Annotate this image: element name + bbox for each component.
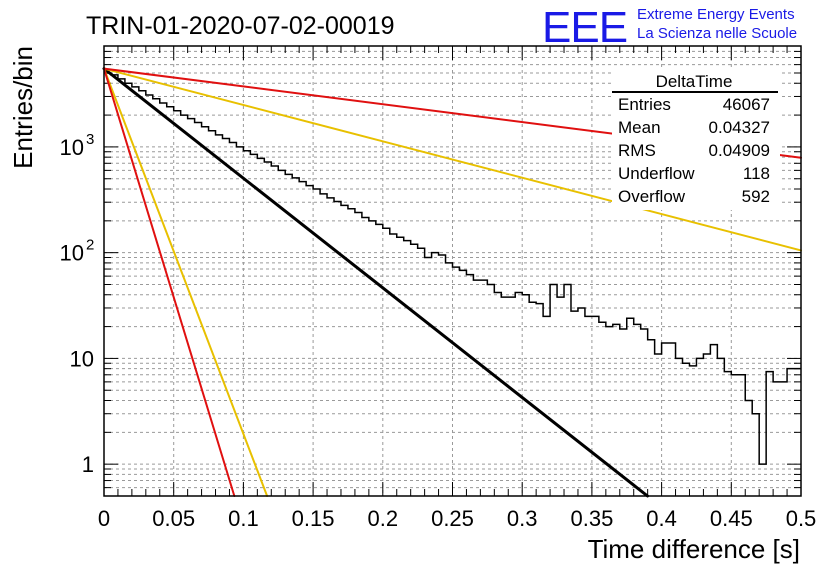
stats-value-underflow: 118 (743, 164, 770, 183)
eee-logo-mark: EEE (542, 3, 627, 52)
fit-line-1 (103, 67, 269, 497)
x-tick-label: 0.3 (507, 506, 538, 531)
x-tick-label: 0.5 (786, 506, 817, 531)
stats-label-underflow: Underflow (618, 164, 695, 183)
fit-line-2 (103, 67, 802, 252)
y-tick-label: 10 (60, 135, 84, 160)
y-axis-title: Entries/bin (8, 46, 38, 169)
y-tick-exponent: 3 (86, 131, 94, 148)
y-tick-label: 10 (70, 346, 94, 371)
plot-frame (103, 45, 802, 497)
fit-line-0 (102, 67, 650, 498)
x-tick-label: 0.45 (710, 506, 753, 531)
y-tick-label: 10 (60, 241, 84, 266)
eee-logo-line2: La Scienza nelle Scuole (637, 25, 797, 42)
y-tick-exponent: 2 (86, 237, 94, 254)
stats-title: DeltaTime (656, 72, 733, 91)
x-tick-label: 0 (98, 506, 110, 531)
stats-label-rms: RMS (618, 141, 656, 160)
x-tick-label: 0.1 (228, 506, 259, 531)
stats-value-overflow: 592 (742, 187, 770, 206)
x-tick-label: 0.25 (431, 506, 474, 531)
x-tick-label: 0.05 (152, 506, 195, 531)
stats-value-entries: 46067 (723, 95, 770, 114)
fit-line-3 (103, 67, 236, 497)
eee-logo-line1: Extreme Energy Events (637, 6, 795, 23)
chart-title: TRIN-01-2020-07-02-00019 (86, 12, 395, 40)
grid (104, 45, 801, 497)
axis-ticks (103, 45, 802, 497)
x-tick-label: 0.4 (646, 506, 677, 531)
x-tick-label: 0.2 (368, 506, 399, 531)
stats-value-mean: 0.04327 (709, 118, 770, 137)
x-axis-title: Time difference [s] (588, 534, 800, 564)
stats-label-mean: Mean (618, 118, 661, 137)
x-tick-label: 0.35 (570, 506, 613, 531)
x-tick-labels: 0 0.05 0.1 0.15 0.2 0.25 0.3 0.35 0.4 0.45 0.5 (98, 506, 816, 531)
stats-value-rms: 0.04909 (709, 141, 770, 160)
x-tick-label: 0.15 (292, 506, 335, 531)
histogram-layer (104, 72, 801, 465)
stats-label-entries: Entries (618, 95, 671, 114)
stats-label-overflow: Overflow (618, 187, 686, 206)
histogram-steps (104, 72, 801, 465)
stats-box: DeltaTime Entries 46067 Mean 0.04327 RMS… (612, 70, 780, 210)
y-tick-label: 1 (82, 452, 94, 477)
